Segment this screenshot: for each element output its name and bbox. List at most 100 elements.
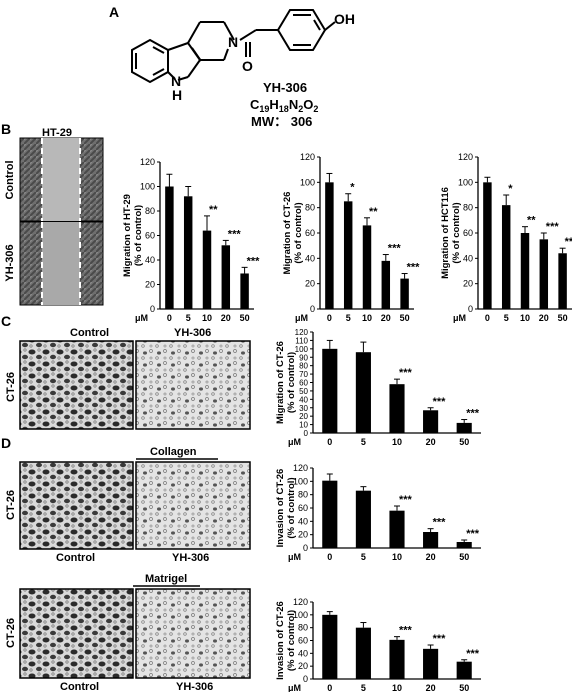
x-tick-label: 20 [426, 683, 436, 692]
migration-image-control [19, 340, 134, 430]
x-tick-label: 0 [327, 552, 332, 562]
bar [501, 205, 511, 309]
y-tick-label: 60 [305, 228, 315, 238]
bar [389, 639, 405, 679]
bar [483, 182, 492, 309]
x-tick-label: 50 [459, 552, 469, 562]
significance-label: *** [466, 408, 480, 420]
row-label-control: Control [4, 160, 16, 199]
x-tick-label: 10 [520, 313, 530, 323]
y-axis-label: (% of control) [133, 205, 144, 266]
significance-label: * [350, 182, 355, 194]
significance-label: *** [565, 236, 572, 248]
y-tick-label: 40 [463, 253, 473, 263]
y-tick-label: 120 [300, 152, 315, 162]
ring-nitrogen: N [228, 34, 238, 50]
y-tick-label: 90 [299, 353, 308, 362]
bar [221, 245, 231, 309]
indole-hydrogen: H [172, 87, 182, 103]
label-control: Control [70, 327, 109, 339]
y-tick-label: 0 [303, 543, 308, 553]
y-tick-label: 20 [305, 279, 315, 289]
y-tick-label: 0 [150, 304, 155, 314]
x-tick-label: 20 [426, 552, 436, 562]
x-tick-label: 0 [167, 313, 172, 323]
bar [520, 233, 530, 309]
ht29-image-title: HT-29 [42, 127, 72, 139]
invasion-image-matrigel-control [19, 588, 134, 679]
significance-label: ** [369, 206, 378, 218]
bar [322, 480, 338, 548]
bar [381, 260, 391, 309]
y-tick-label: 40 [305, 253, 315, 263]
bar [240, 273, 249, 309]
x-tick-label: 20 [221, 313, 231, 323]
invasion-image-collagen-yh306 [135, 461, 251, 550]
bar [456, 661, 472, 679]
y-tick-label: 100 [140, 182, 155, 192]
y-tick-label: 120 [295, 328, 309, 337]
x-tick-label: 5 [361, 552, 366, 562]
x-tick-label: 50 [400, 313, 410, 323]
bar [423, 410, 439, 433]
bar [456, 422, 472, 433]
significance-label: *** [247, 255, 261, 267]
y-tick-label: 60 [299, 379, 308, 388]
x-tick-label: 20 [426, 437, 436, 447]
y-tick-label: 100 [300, 177, 315, 187]
compound-name: YH-306 [263, 80, 307, 95]
x-tick-label: 10 [362, 313, 372, 323]
bar [355, 490, 371, 548]
y-tick-label: 0 [468, 304, 473, 314]
x-tick-label: 20 [381, 313, 391, 323]
x-tick-label: 5 [504, 313, 509, 323]
significance-label: *** [466, 648, 480, 660]
y-tick-label: 120 [458, 152, 473, 162]
x-tick-label: 50 [459, 437, 469, 447]
y-tick-label: 60 [145, 231, 155, 241]
y-tick-label: 80 [298, 490, 308, 500]
x-unit-label: μM [295, 313, 308, 323]
y-tick-label: 0 [303, 674, 308, 684]
y-axis-label: Invasion of CT-26 [275, 601, 286, 680]
bar [389, 384, 405, 433]
bar [322, 348, 338, 433]
y-axis-label: (% of control) [286, 610, 297, 671]
bar [423, 648, 439, 679]
molecular-formula: C19H18N2O2 [250, 97, 318, 114]
panel-label-a: A [109, 4, 119, 20]
y-tick-label: 30 [299, 404, 308, 413]
bar [165, 186, 174, 309]
y-tick-label: 80 [463, 203, 473, 213]
significance-label: ** [527, 215, 536, 227]
label-control: Control [60, 681, 99, 692]
bar [322, 614, 338, 679]
y-tick-label: 100 [293, 610, 308, 620]
x-tick-label: 20 [539, 313, 549, 323]
label-collagen: Collagen [150, 446, 197, 458]
label-control: Control [56, 552, 95, 564]
panel-label-b: B [1, 121, 11, 137]
wound-gap-control [42, 138, 80, 221]
invasion-image-collagen-control [19, 461, 134, 550]
y-tick-label: 60 [463, 228, 473, 238]
y-tick-label: 110 [295, 336, 308, 345]
significance-label: ** [209, 204, 218, 216]
bar [362, 225, 372, 309]
y-axis-label: (% of control) [286, 352, 297, 413]
significance-label: * [508, 183, 513, 195]
x-tick-label: 0 [327, 683, 332, 692]
y-tick-label: 80 [299, 362, 308, 371]
y-axis-label: (% of control) [286, 477, 297, 538]
significance-label: *** [433, 633, 447, 645]
row-label-ct26: CT-26 [5, 618, 17, 648]
y-tick-label: 80 [298, 623, 308, 633]
migration-image-yh306 [135, 340, 251, 430]
y-tick-label: 20 [145, 280, 155, 290]
invasion-image-matrigel-yh306 [135, 588, 251, 679]
significance-label: *** [546, 221, 560, 233]
significance-label: *** [228, 228, 242, 240]
bar [539, 239, 549, 309]
